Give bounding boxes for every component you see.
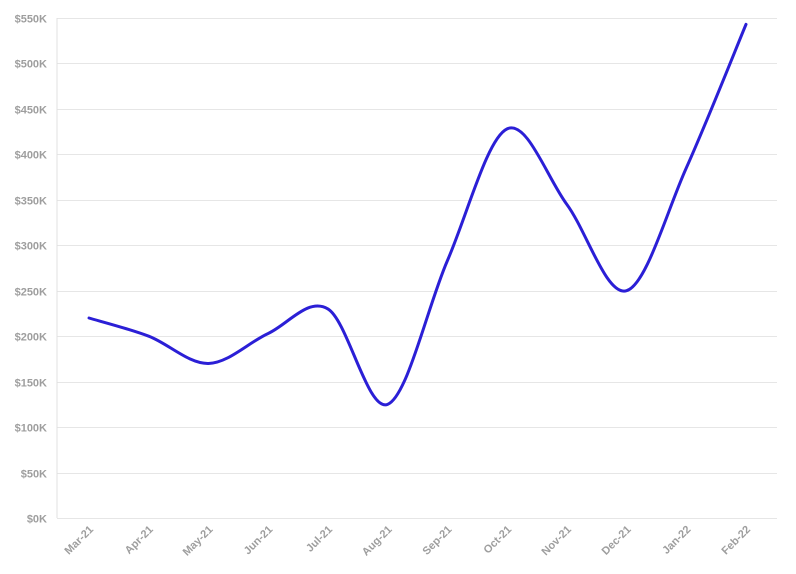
x-tick-label: Dec-21	[600, 524, 634, 558]
x-tick-label: Oct-21	[482, 524, 515, 557]
series-layer	[87, 22, 748, 406]
x-axis-tick-labels: Mar-21 Apr-21 May-21 Jun-21 Jul-21 Aug-21 Sep-…	[63, 524, 754, 559]
x-tick-label: Mar-21	[63, 524, 97, 558]
x-tick-label: Jul-21	[304, 524, 335, 555]
grid-lines	[57, 18, 777, 519]
y-tick-label: $450K	[15, 105, 47, 117]
y-tick-label: $150K	[15, 378, 47, 390]
x-tick-label: Jan-22	[660, 524, 693, 557]
y-axis-tick-labels: $0K $50K $100K $150K $200K $250K $300K $350K $40…	[15, 14, 47, 526]
series-line	[87, 22, 748, 406]
x-tick-label: Feb-22	[720, 524, 754, 558]
y-tick-label: $250K	[15, 287, 47, 299]
y-tick-label: $50K	[21, 469, 47, 481]
x-tick-label: Aug-21	[360, 524, 395, 559]
x-tick-label: May-21	[181, 524, 216, 559]
y-tick-label: $500K	[15, 59, 47, 71]
y-tick-label: $100K	[15, 423, 47, 435]
y-tick-label: $0K	[27, 514, 47, 526]
y-tick-label: $550K	[15, 14, 47, 26]
x-tick-label: Nov-21	[540, 524, 574, 558]
y-tick-label: $350K	[15, 196, 47, 208]
y-tick-label: $300K	[15, 241, 47, 253]
x-tick-label: Jun-21	[242, 524, 276, 558]
x-tick-label: Sep-21	[420, 524, 454, 558]
y-tick-label: $400K	[15, 150, 47, 162]
y-tick-label: $200K	[15, 332, 47, 344]
x-tick-label: Apr-21	[123, 524, 156, 557]
